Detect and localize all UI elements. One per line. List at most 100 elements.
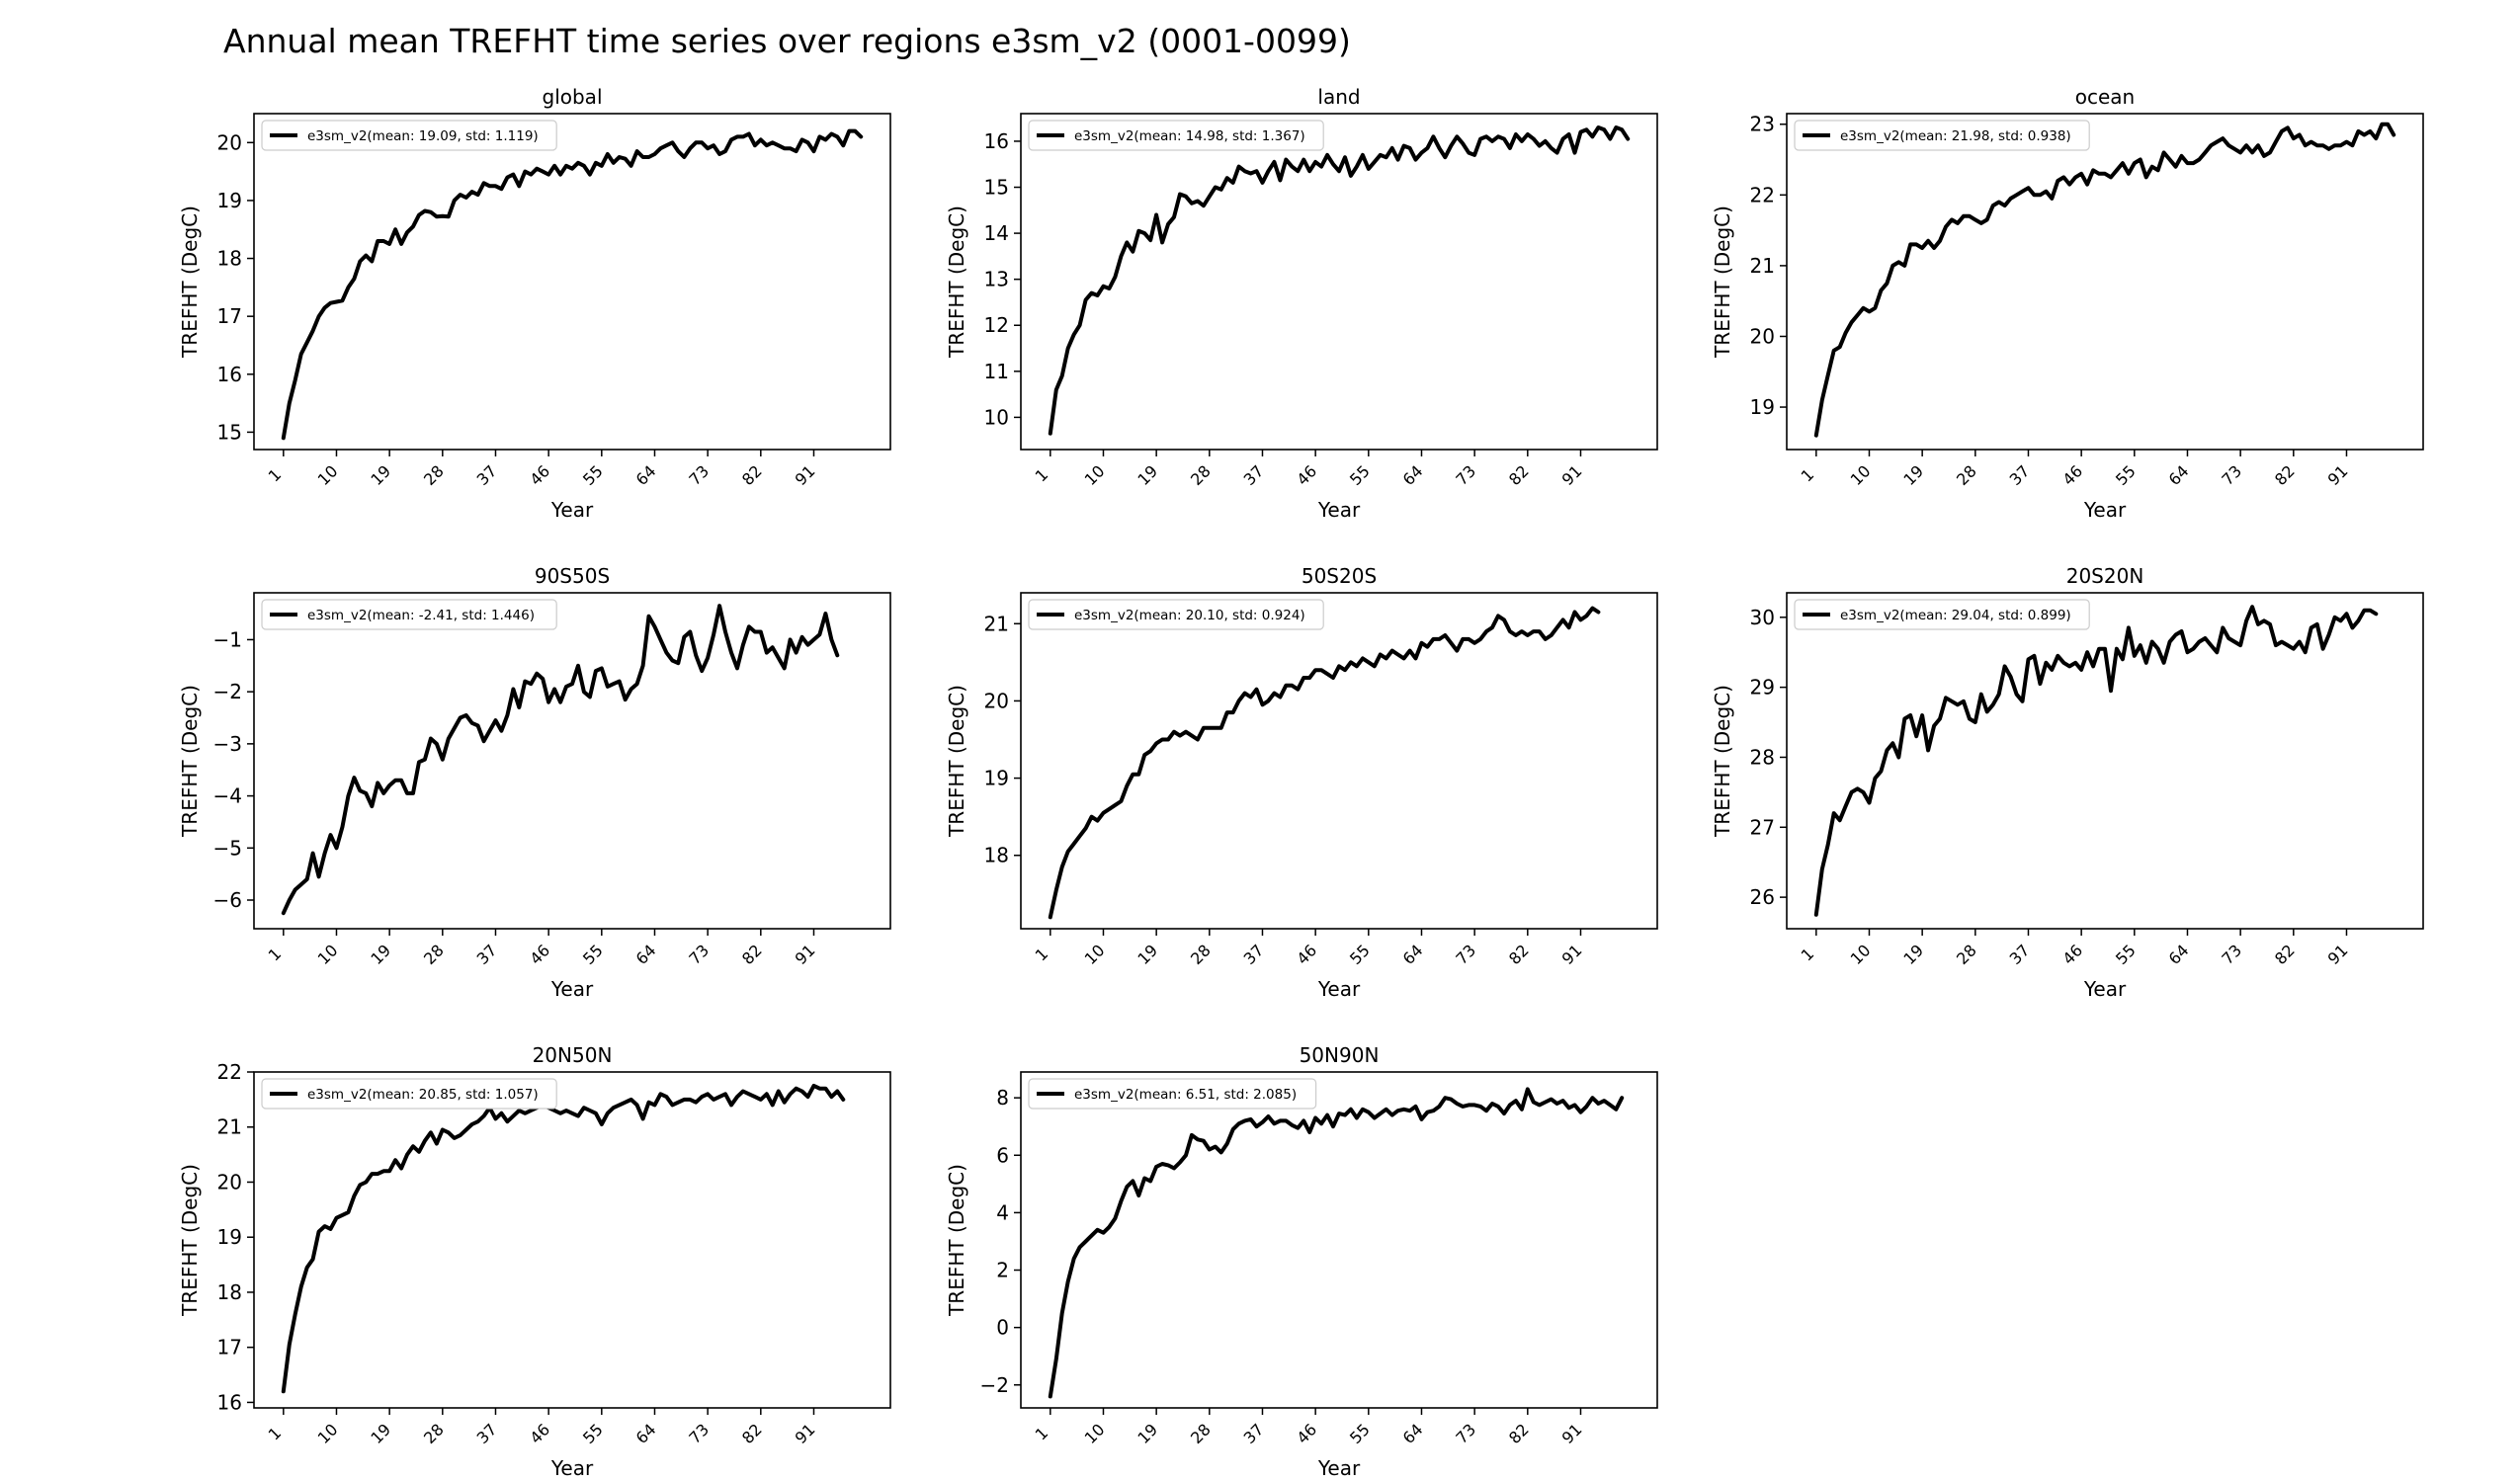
x-tick-label: 73 <box>1452 941 1479 968</box>
y-tick-label: −2 <box>213 680 242 703</box>
legend-box <box>1028 599 1324 630</box>
x-tick-label: 28 <box>1187 941 1215 968</box>
x-tick-label: 73 <box>2218 941 2245 968</box>
x-tick-label: 73 <box>685 461 713 489</box>
y-tick-label: 19 <box>984 767 1009 790</box>
x-tick-label: 82 <box>1505 461 1533 489</box>
y-tick-label: 16 <box>217 1390 242 1414</box>
x-tick-label: 91 <box>792 941 819 968</box>
legend-label: e3sm_v2(mean: 14.98, std: 1.367) <box>1074 128 1305 144</box>
legend: e3sm_v2(mean: 20.85, std: 1.057) <box>261 1078 557 1110</box>
x-tick-label: 19 <box>367 461 394 489</box>
legend-box <box>261 599 557 630</box>
y-tick-label: 22 <box>217 1060 242 1084</box>
x-tick-label: 64 <box>632 461 660 489</box>
y-axis-label: TREFHT (DegC) <box>1711 206 1734 359</box>
x-tick-label: 64 <box>632 941 660 968</box>
x-tick-label: 46 <box>526 941 553 968</box>
x-tick-label: 1 <box>1032 465 1052 486</box>
legend-label: e3sm_v2(mean: 6.51, std: 2.085) <box>1074 1087 1297 1103</box>
x-tick-label: 19 <box>1134 941 1161 968</box>
y-tick-label: 15 <box>984 176 1009 200</box>
subplot-90S50S: 1 10 19 28 37 46 55 64 73 82 91 −6 −5 −4 −3 −2 −1 90S50S Y… <box>178 564 891 1001</box>
plot-frame <box>1020 1071 1658 1409</box>
y-tick-label: 18 <box>217 247 242 271</box>
y-tick-label: 20 <box>984 689 1009 712</box>
x-tick-label: 1 <box>1032 945 1052 965</box>
x-tick-label: 1 <box>265 945 286 965</box>
y-tick-label: 21 <box>984 612 1009 635</box>
series-line <box>281 128 864 441</box>
y-tick-label: 14 <box>984 221 1009 245</box>
plot-frame <box>253 113 891 451</box>
y-tick-label: −6 <box>213 888 242 912</box>
subplot-title: 50N90N <box>1300 1043 1380 1067</box>
series-line <box>1048 606 1601 920</box>
series-line <box>1813 122 2396 438</box>
x-tick-label: 10 <box>314 1420 342 1447</box>
legend: e3sm_v2(mean: -2.41, std: 1.446) <box>261 599 557 630</box>
plot-frame <box>253 1071 891 1409</box>
y-tick-label: −3 <box>213 732 242 756</box>
plot-frame <box>1786 592 2424 930</box>
subplot-title: 50S20S <box>1302 564 1377 588</box>
x-tick-label: 37 <box>1240 1420 1268 1447</box>
x-tick-label: 91 <box>792 461 819 489</box>
y-tick-label: 22 <box>1750 183 1775 206</box>
x-tick-label: 37 <box>473 941 501 968</box>
subplot-50N90N: 1 10 19 28 37 46 55 64 73 82 91−20246850N90NYearTR… <box>945 1043 1658 1480</box>
y-tick-label: 16 <box>217 363 242 386</box>
x-tick-label: 19 <box>1899 941 1927 968</box>
x-tick-label: 19 <box>1134 1420 1161 1447</box>
subplot-title: 90S50S <box>535 564 610 588</box>
y-tick-label: 8 <box>996 1086 1009 1110</box>
x-tick-label: 82 <box>738 461 766 489</box>
legend: e3sm_v2(mean: 29.04, std: 0.899) <box>1794 599 2090 630</box>
x-tick-label: 1 <box>265 465 286 486</box>
subplot-title: 20S20N <box>2066 564 2144 588</box>
y-tick-label: 20 <box>217 130 242 154</box>
y-axis-label: TREFHT (DegC) <box>178 685 202 838</box>
x-tick-label: 82 <box>1505 1420 1533 1447</box>
subplot-50S20S: 1 10 19 28 37 46 55 64 73 82 91 18 19 20 21 50S20S Year T… <box>945 564 1658 1001</box>
x-tick-label: 55 <box>1346 461 1374 489</box>
x-tick-label: 46 <box>1293 461 1320 489</box>
x-tick-label: 19 <box>367 941 394 968</box>
y-axis-label: TREFHT (DegC) <box>945 206 968 359</box>
y-tick-label: −2 <box>980 1373 1009 1397</box>
figure-title: Annual mean TREFHT time series over regi… <box>223 22 1351 60</box>
x-tick-label: 46 <box>1293 941 1320 968</box>
x-tick-label: 55 <box>1346 941 1374 968</box>
x-tick-label: 64 <box>1399 941 1427 968</box>
x-tick-label: 1 <box>1798 945 1818 965</box>
x-tick-label: 28 <box>1953 461 1980 489</box>
y-tick-label: 0 <box>996 1316 1009 1340</box>
series-line <box>281 1083 846 1394</box>
x-tick-label: 91 <box>2324 461 2352 489</box>
x-tick-label: 82 <box>1505 941 1533 968</box>
y-tick-label: −1 <box>213 627 242 651</box>
legend: e3sm_v2(mean: 19.09, std: 1.119) <box>261 120 557 151</box>
x-axis-label: Year <box>1317 1456 1361 1480</box>
y-tick-label: 19 <box>217 1225 242 1249</box>
x-tick-label: 73 <box>1452 1420 1479 1447</box>
legend-label: e3sm_v2(mean: -2.41, std: 1.446) <box>307 608 535 623</box>
y-axis-label: TREFHT (DegC) <box>178 206 202 359</box>
y-tick-label: 29 <box>1750 676 1775 700</box>
plot-frame <box>1020 113 1658 451</box>
subplot-land: 1 10 19 28 37 46 55 64 73 82 91 10 11 12 13 14 15 16 land Y… <box>945 85 1658 522</box>
x-tick-label: 55 <box>579 941 607 968</box>
legend-box <box>1028 1078 1317 1110</box>
x-tick-label: 73 <box>685 1420 713 1447</box>
y-tick-label: 30 <box>1750 606 1775 629</box>
x-axis-label: Year <box>550 498 594 522</box>
x-tick-label: 55 <box>579 1420 607 1447</box>
x-tick-label: 46 <box>526 1420 553 1447</box>
x-tick-label: 91 <box>792 1420 819 1447</box>
x-tick-label: 10 <box>1081 461 1109 489</box>
x-tick-label: 28 <box>1187 1420 1215 1447</box>
x-tick-label: 73 <box>685 941 713 968</box>
subplot-ocean: 1 10 19 28 37 46 55 64 73 82 91 19 20 21 22 23 ocean Year… <box>1711 85 2424 522</box>
x-axis-label: Year <box>550 977 594 1001</box>
